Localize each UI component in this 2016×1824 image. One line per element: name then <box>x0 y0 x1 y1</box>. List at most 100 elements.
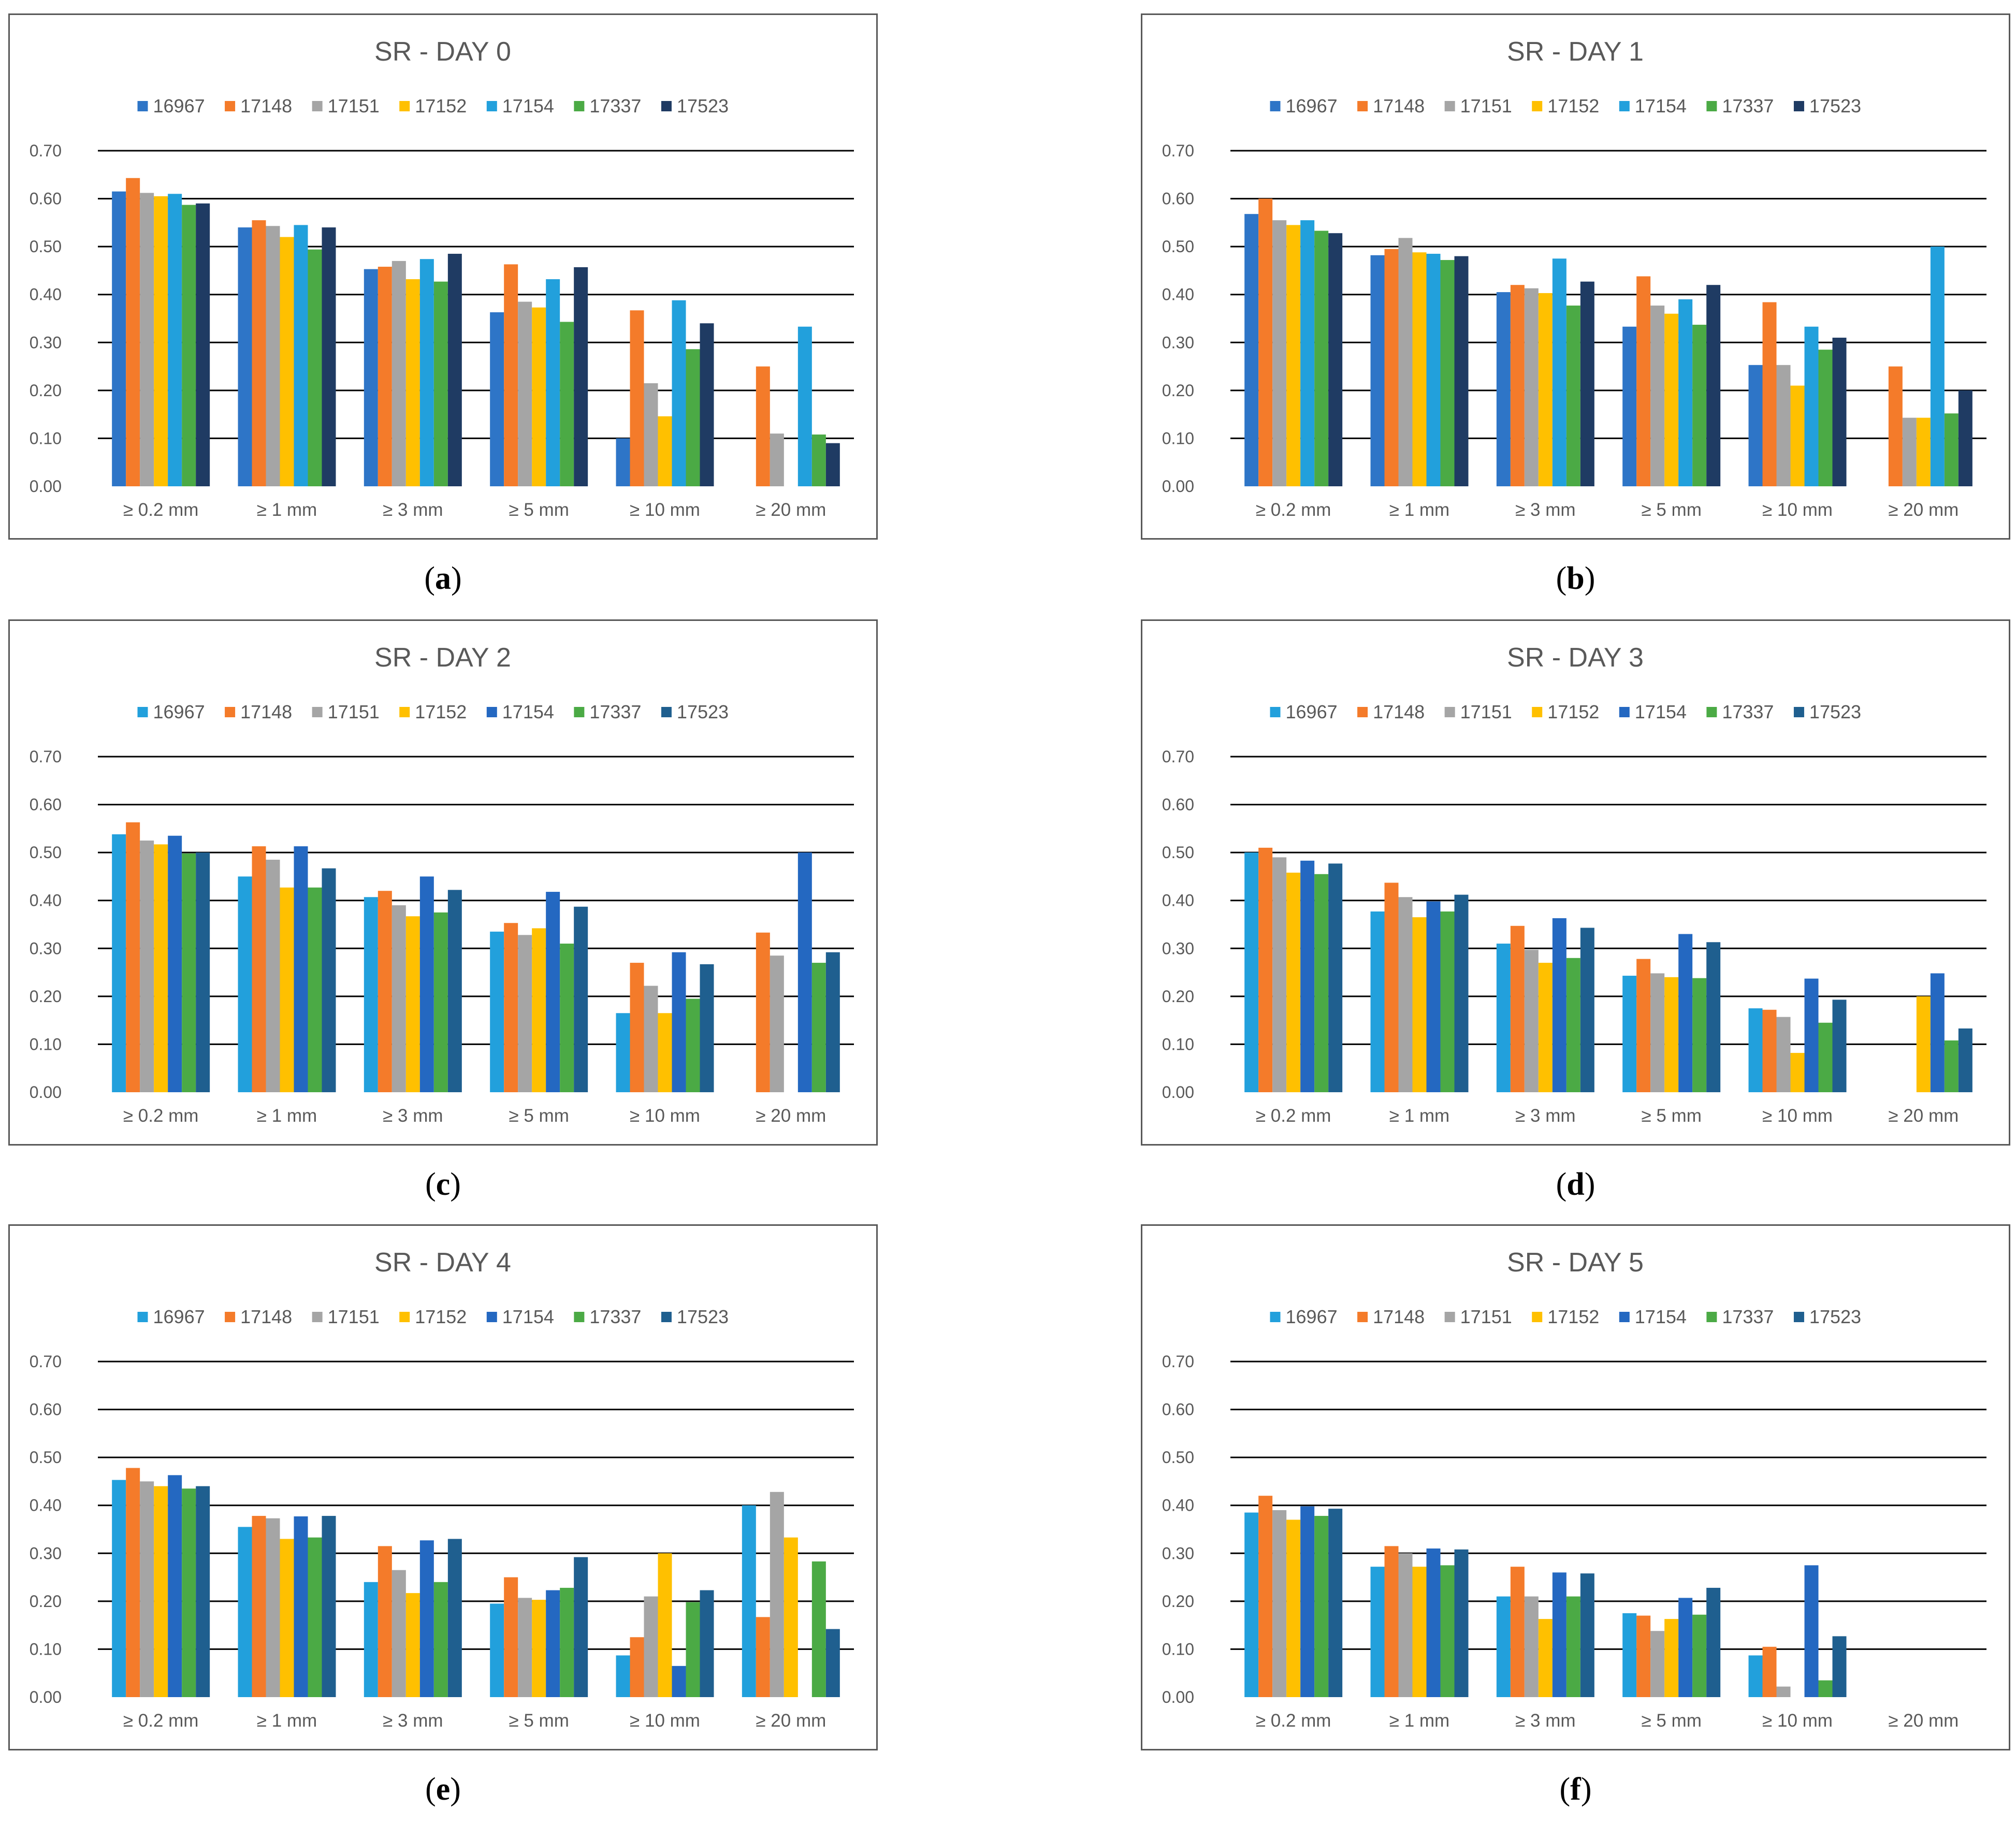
y-tick-label: 0.00 <box>30 477 62 496</box>
bar-17148-4 <box>504 264 518 486</box>
y-tick-label: 0.50 <box>1162 843 1194 862</box>
bar-17337-1 <box>1314 230 1329 486</box>
x-category-label: ≥ 5 mm <box>1641 500 1701 520</box>
y-tick-label: 0.40 <box>30 891 62 910</box>
bar-17523-6 <box>1958 390 1973 486</box>
bar-17151-5 <box>1776 365 1791 486</box>
legend-label-17523: 17523 <box>677 1306 729 1327</box>
bar-17151-3 <box>1524 950 1539 1092</box>
legend-label-17523: 17523 <box>677 701 729 722</box>
x-category-label: ≥ 5 mm <box>509 1106 569 1126</box>
bar-16967-2 <box>238 1527 252 1697</box>
bar-17148-3 <box>378 891 392 1092</box>
bar-17523-1 <box>196 203 210 486</box>
bar-16967-4 <box>490 1603 504 1697</box>
bar-17523-4 <box>574 1557 588 1697</box>
x-category-label: ≥ 3 mm <box>383 500 443 520</box>
x-category-label: ≥ 0.2 mm <box>123 1106 199 1126</box>
chart-panel-a: SR - DAY 0 16967 17148 17151 17152 17154 17337… <box>8 13 878 540</box>
bar-17154-2 <box>1426 254 1441 486</box>
bar-17337-5 <box>1818 1022 1833 1092</box>
bar-17154-5 <box>1804 1565 1819 1697</box>
bar-17151-2 <box>266 1518 280 1697</box>
bar-17148-2 <box>252 220 266 486</box>
bar-chart-b: SR - DAY 1 16967 17148 17151 17152 17154 17337… <box>1162 37 1986 520</box>
y-tick-label: 0.70 <box>30 141 62 160</box>
bar-17337-6 <box>811 963 826 1092</box>
y-tick-label: 0.40 <box>30 1496 62 1515</box>
y-tick-label: 0.50 <box>1162 1448 1194 1467</box>
y-tick-label: 0.40 <box>1162 285 1194 304</box>
legend-swatch-17337 <box>1706 1312 1717 1322</box>
bar-17154-6 <box>1930 247 1945 486</box>
bar-17154-3 <box>1552 1572 1567 1697</box>
bar-17151-1 <box>140 841 154 1092</box>
y-tick-label: 0.50 <box>30 843 62 862</box>
bar-17154-5 <box>1804 978 1819 1092</box>
bar-17337-5 <box>1818 1680 1833 1697</box>
bar-17152-4 <box>1664 1619 1679 1697</box>
bar-17337-4 <box>560 944 574 1092</box>
bar-chart-e: SR - DAY 4 16967 17148 17151 17152 17154 17337… <box>30 1248 854 1731</box>
bar-17337-6 <box>1944 413 1959 486</box>
legend-label-17152: 17152 <box>1547 1306 1599 1327</box>
bar-17523-1 <box>196 1486 210 1697</box>
bar-17523-2 <box>1454 256 1469 486</box>
bar-17151-4 <box>1650 973 1665 1092</box>
x-category-label: ≥ 20 mm <box>1888 1711 1959 1731</box>
caption-f: (f) <box>1559 1772 1592 1807</box>
caption-b: (b) <box>1556 561 1596 596</box>
bar-17151-4 <box>518 1598 532 1697</box>
bar-17151-1 <box>1272 220 1287 486</box>
x-category-label: ≥ 1 mm <box>257 500 317 520</box>
x-category-label: ≥ 0.2 mm <box>123 500 199 520</box>
legend-label-17152: 17152 <box>415 95 467 117</box>
bar-17523-4 <box>1706 1587 1721 1697</box>
legend-swatch-17154 <box>486 707 497 717</box>
bar-17148-5 <box>1762 1646 1777 1697</box>
bar-17154-4 <box>546 892 560 1092</box>
bar-17151-2 <box>1398 238 1413 486</box>
bar-17151-2 <box>1398 1553 1413 1697</box>
chart-title: SR - DAY 4 <box>374 1248 511 1278</box>
legend-label-17151: 17151 <box>328 95 380 117</box>
bar-17154-2 <box>294 1516 308 1697</box>
legend-swatch-17152 <box>1532 101 1543 111</box>
bar-17152-3 <box>405 279 420 486</box>
bar-17523-1 <box>1328 233 1343 486</box>
bar-17151-5 <box>1776 1017 1791 1092</box>
bar-17151-3 <box>391 905 406 1092</box>
bar-17148-3 <box>1510 925 1525 1092</box>
x-category-label: ≥ 3 mm <box>1515 1711 1575 1731</box>
bar-17152-2 <box>280 887 294 1092</box>
bar-17148-6 <box>756 1617 770 1697</box>
legend-label-17151: 17151 <box>1460 95 1512 117</box>
legend-label-17337: 17337 <box>589 701 641 722</box>
legend-label-17523: 17523 <box>1809 1306 1861 1327</box>
x-category-label: ≥ 20 mm <box>756 1711 826 1731</box>
x-category-label: ≥ 10 mm <box>1762 500 1833 520</box>
legend-swatch-17148 <box>225 1312 236 1322</box>
legend-label-17151: 17151 <box>1460 1306 1512 1327</box>
bar-17154-6 <box>797 852 812 1092</box>
bar-17337-6 <box>811 435 826 486</box>
legend-swatch-17523 <box>661 101 672 111</box>
bar-17152-5 <box>658 1553 672 1697</box>
bar-17151-5 <box>644 383 658 486</box>
legend-label-17154: 17154 <box>1635 95 1687 117</box>
x-category-label: ≥ 20 mm <box>756 1106 826 1126</box>
y-tick-label: 0.20 <box>1162 381 1194 400</box>
bar-17148-5 <box>1762 302 1777 486</box>
y-tick-label: 0.30 <box>1162 333 1194 352</box>
bar-17523-5 <box>1832 338 1847 486</box>
bar-17154-5 <box>1804 326 1819 486</box>
bar-17148-6 <box>756 932 770 1092</box>
bar-17154-2 <box>1426 1548 1441 1697</box>
bar-17523-3 <box>447 890 462 1092</box>
y-tick-label: 0.10 <box>30 429 62 447</box>
caption-d: (d) <box>1556 1167 1596 1202</box>
y-tick-label: 0.10 <box>1162 1640 1194 1658</box>
legend-label-17154: 17154 <box>502 1306 554 1327</box>
bar-17151-4 <box>518 935 532 1092</box>
x-category-label: ≥ 3 mm <box>383 1711 443 1731</box>
